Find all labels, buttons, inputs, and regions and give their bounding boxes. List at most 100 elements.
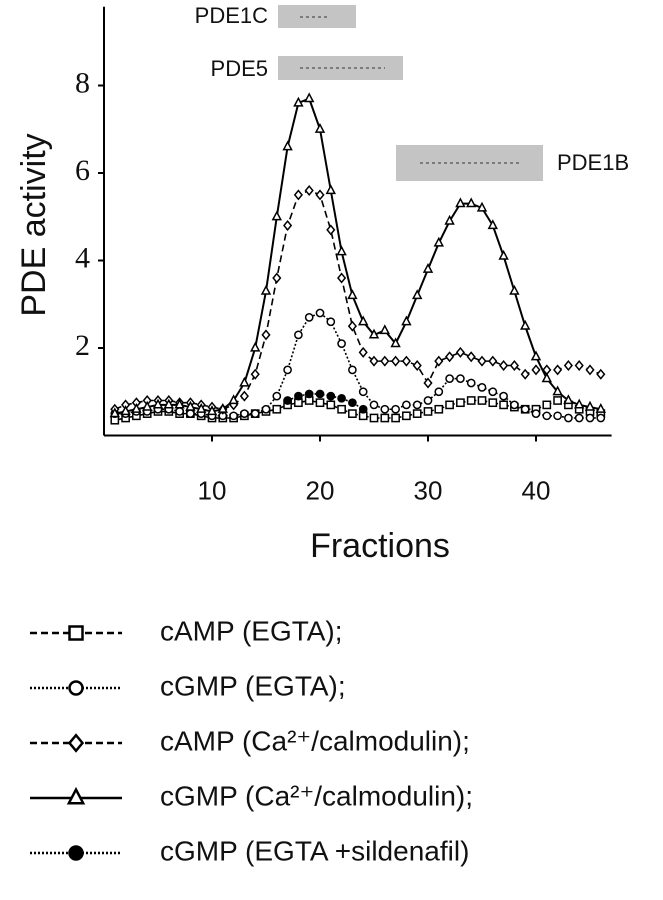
marker (509, 284, 520, 295)
gel-band (278, 5, 356, 28)
marker (520, 319, 531, 330)
marker (325, 184, 336, 195)
marker (596, 368, 606, 380)
marker (488, 398, 498, 408)
marker (68, 845, 84, 861)
marker (271, 210, 282, 221)
marker (380, 413, 390, 423)
gel-band (278, 56, 403, 80)
marker (131, 402, 142, 413)
marker (563, 394, 574, 405)
x-tick-label: 20 (306, 475, 335, 505)
marker (434, 387, 444, 397)
marker (185, 400, 196, 411)
marker (499, 391, 508, 401)
marker (531, 409, 541, 418)
legend-label: cGMP (EGTA); (160, 670, 346, 701)
marker (240, 409, 249, 418)
marker (380, 355, 390, 367)
annotation: PDE1B (557, 150, 629, 175)
marker (293, 189, 303, 201)
series-line (114, 312, 601, 419)
marker (477, 355, 487, 367)
x-tick-label: 30 (414, 475, 443, 505)
marker (358, 404, 368, 414)
marker (595, 402, 606, 413)
marker (315, 308, 325, 318)
marker (509, 360, 519, 371)
marker (260, 284, 272, 295)
marker (326, 400, 336, 410)
legend-label: cGMP (Ca²⁺/calmodulin); (160, 780, 473, 811)
marker (358, 315, 369, 326)
marker (476, 201, 488, 212)
marker (498, 249, 509, 260)
marker (412, 409, 422, 418)
series-line (114, 189, 602, 411)
marker (250, 368, 260, 380)
marker (315, 398, 325, 408)
x-tick-label: 10 (198, 475, 227, 505)
marker (445, 374, 454, 383)
marker (358, 346, 368, 358)
marker (314, 122, 326, 133)
marker (423, 377, 433, 389)
marker (434, 355, 444, 367)
marker (542, 400, 552, 410)
marker (152, 398, 164, 409)
marker (445, 400, 454, 410)
marker (445, 351, 455, 363)
marker (391, 404, 400, 414)
marker (412, 289, 423, 300)
y-tick-label: 2 (75, 329, 90, 362)
marker (552, 385, 563, 396)
y-axis-label: PDE activity (15, 133, 53, 316)
marker (433, 236, 444, 247)
marker (283, 220, 293, 231)
marker (553, 396, 562, 405)
marker (391, 355, 401, 367)
marker (477, 383, 487, 392)
marker (358, 387, 368, 397)
marker (530, 350, 542, 361)
marker (315, 389, 325, 399)
marker (174, 398, 185, 409)
marker (283, 365, 292, 375)
marker (229, 411, 238, 421)
marker (380, 404, 390, 414)
marker (217, 402, 228, 413)
marker (531, 364, 541, 376)
marker (520, 404, 530, 414)
marker (206, 405, 218, 416)
marker (402, 411, 411, 421)
marker (163, 398, 174, 409)
marker (423, 396, 433, 405)
marker (304, 389, 314, 399)
marker (282, 140, 293, 151)
marker (369, 413, 379, 423)
marker (423, 407, 433, 416)
marker (434, 404, 444, 414)
marker (412, 400, 422, 410)
marker (499, 400, 508, 410)
legend-label: cAMP (EGTA); (160, 615, 343, 646)
marker (401, 355, 411, 367)
marker (347, 320, 357, 332)
marker (294, 330, 303, 340)
marker (348, 398, 357, 408)
marker (272, 404, 282, 414)
marker (304, 185, 314, 196)
marker (120, 405, 131, 416)
marker (520, 368, 530, 380)
marker (455, 346, 465, 358)
marker (239, 376, 250, 387)
marker (553, 411, 562, 421)
marker (337, 272, 347, 284)
marker (466, 396, 476, 405)
marker (584, 400, 596, 411)
marker (348, 409, 357, 418)
marker (379, 324, 390, 335)
marker (455, 197, 466, 208)
